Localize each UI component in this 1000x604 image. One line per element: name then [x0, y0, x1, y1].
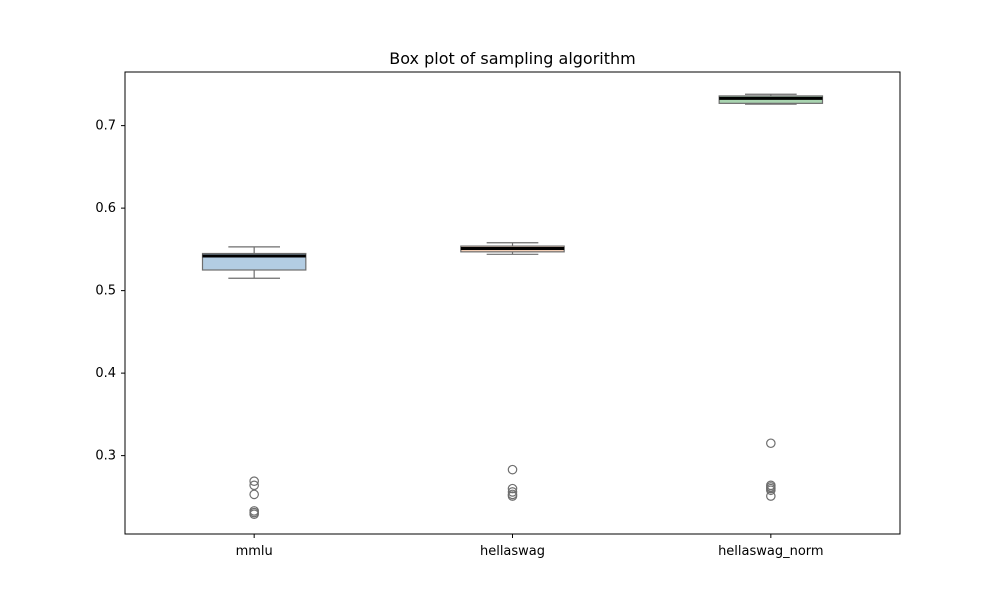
- outlier-point: [507, 483, 518, 494]
- outlier-point: [766, 438, 776, 449]
- outlier-point: [507, 487, 518, 497]
- outlier-point: [249, 509, 259, 519]
- plot-frame: [124, 71, 901, 535]
- plot-area: 0.3 0.4 0.5 0.6 0.7 mmlu hellaswag hellaswag_no…: [95, 93, 824, 559]
- y-tick-label: 0.7: [95, 119, 116, 134]
- y-tick-label: 0.5: [95, 284, 116, 299]
- chart-title: Box plot of sampling algorithm: [389, 49, 635, 68]
- outlier-point: [507, 464, 518, 475]
- y-tick-label: 0.4: [95, 366, 116, 381]
- x-tick-label: mmlu: [236, 544, 273, 559]
- box-mmlu: [201, 252, 307, 271]
- outlier-point: [249, 480, 259, 491]
- outlier-point: [249, 489, 259, 500]
- outlier-point: [766, 491, 776, 501]
- x-tick-label: hellaswag: [480, 544, 545, 559]
- outlier-point: [766, 485, 776, 496]
- x-tick-label: hellaswag_norm: [718, 544, 824, 559]
- outlier-point: [249, 476, 259, 486]
- y-tick-label: 0.6: [95, 201, 116, 216]
- y-tick-label: 0.3: [95, 449, 116, 464]
- outlier-point: [507, 491, 518, 501]
